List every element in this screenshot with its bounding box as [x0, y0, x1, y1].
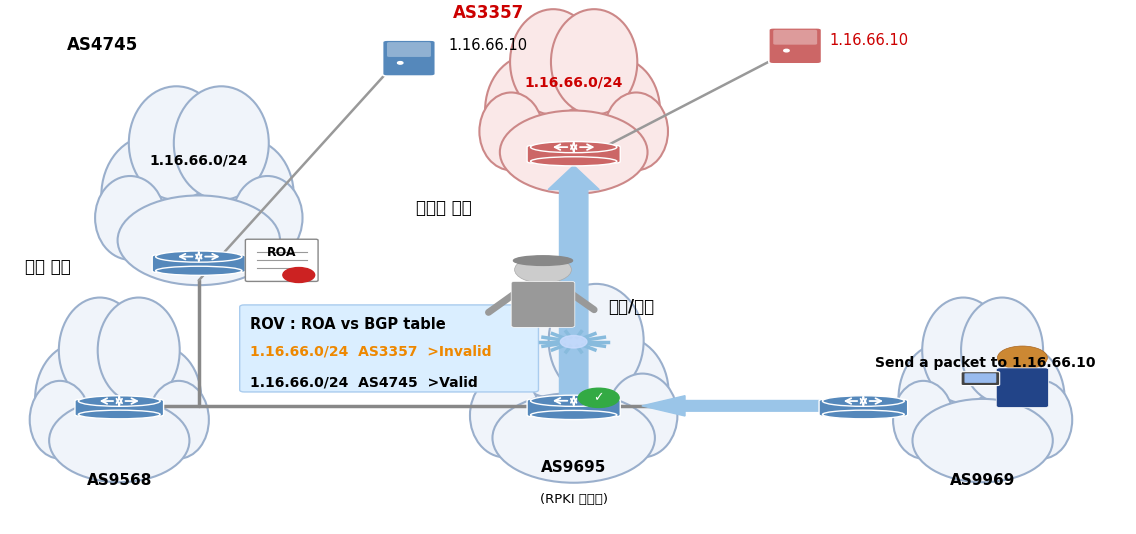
Text: 정상 경로: 정상 경로	[25, 258, 70, 276]
Ellipse shape	[531, 395, 617, 406]
FancyBboxPatch shape	[769, 28, 821, 64]
Ellipse shape	[78, 410, 160, 419]
FancyBboxPatch shape	[996, 368, 1049, 407]
FancyBboxPatch shape	[527, 399, 620, 417]
FancyBboxPatch shape	[75, 399, 164, 416]
Ellipse shape	[485, 55, 576, 166]
Circle shape	[283, 268, 315, 282]
Ellipse shape	[98, 297, 179, 403]
FancyBboxPatch shape	[774, 30, 817, 45]
FancyBboxPatch shape	[511, 281, 575, 327]
Ellipse shape	[30, 381, 90, 459]
Text: (RPKI 라우터): (RPKI 라우터)	[540, 493, 608, 506]
Text: AS3357: AS3357	[453, 4, 524, 22]
Circle shape	[560, 335, 587, 348]
Ellipse shape	[513, 256, 573, 265]
Text: ROA: ROA	[267, 246, 296, 258]
Ellipse shape	[822, 396, 904, 406]
Ellipse shape	[549, 284, 644, 397]
Ellipse shape	[149, 381, 209, 459]
Ellipse shape	[174, 87, 269, 200]
Text: ✓: ✓	[593, 391, 604, 404]
Ellipse shape	[922, 297, 1004, 403]
Ellipse shape	[531, 411, 617, 420]
Ellipse shape	[1012, 381, 1072, 459]
Ellipse shape	[119, 346, 201, 452]
FancyBboxPatch shape	[961, 372, 1000, 386]
Text: AS9695: AS9695	[541, 460, 607, 475]
Ellipse shape	[49, 399, 190, 482]
Ellipse shape	[59, 297, 141, 403]
Ellipse shape	[156, 266, 242, 276]
FancyArrow shape	[549, 166, 600, 406]
Text: 1.16.66.10: 1.16.66.10	[829, 33, 909, 48]
Text: AS9969: AS9969	[950, 473, 1016, 488]
Ellipse shape	[511, 16, 636, 169]
FancyBboxPatch shape	[964, 373, 996, 383]
Ellipse shape	[924, 304, 1042, 457]
Text: 1.16.66.0/24  AS4745  >Valid: 1.16.66.0/24 AS4745 >Valid	[250, 375, 477, 389]
Ellipse shape	[78, 396, 160, 406]
Ellipse shape	[893, 381, 953, 459]
Text: 비정상 경로: 비정상 경로	[416, 199, 471, 217]
FancyBboxPatch shape	[240, 305, 538, 392]
Ellipse shape	[504, 292, 642, 456]
Ellipse shape	[574, 58, 660, 163]
Ellipse shape	[503, 284, 599, 397]
Ellipse shape	[510, 9, 596, 115]
Text: ROV : ROA vs BGP table: ROV : ROA vs BGP table	[250, 317, 445, 332]
Ellipse shape	[604, 92, 668, 170]
FancyBboxPatch shape	[819, 399, 908, 416]
Ellipse shape	[961, 297, 1043, 403]
Ellipse shape	[128, 87, 224, 200]
Ellipse shape	[476, 333, 576, 453]
Text: 탐지/차단: 탐지/차단	[608, 298, 654, 316]
Ellipse shape	[551, 9, 637, 115]
Text: AS4745: AS4745	[67, 36, 137, 54]
FancyBboxPatch shape	[245, 239, 318, 281]
Ellipse shape	[479, 92, 543, 170]
Ellipse shape	[608, 374, 677, 457]
Ellipse shape	[60, 304, 178, 457]
Ellipse shape	[912, 399, 1053, 482]
Circle shape	[997, 346, 1047, 370]
Text: 1.16.66.0/24  AS3357  >Invalid: 1.16.66.0/24 AS3357 >Invalid	[250, 344, 492, 358]
Circle shape	[578, 388, 619, 407]
FancyArrow shape	[642, 396, 863, 416]
Text: 1.16.66.0/24: 1.16.66.0/24	[525, 76, 623, 90]
Ellipse shape	[101, 136, 201, 255]
Circle shape	[398, 61, 403, 64]
FancyBboxPatch shape	[387, 42, 431, 57]
Text: AS9568: AS9568	[86, 473, 152, 488]
Ellipse shape	[470, 374, 540, 457]
Ellipse shape	[233, 176, 302, 260]
Ellipse shape	[130, 94, 268, 258]
Ellipse shape	[531, 142, 617, 153]
Ellipse shape	[199, 139, 294, 252]
Ellipse shape	[574, 336, 669, 450]
FancyBboxPatch shape	[152, 255, 245, 272]
Ellipse shape	[493, 393, 654, 483]
Ellipse shape	[983, 346, 1064, 452]
FancyBboxPatch shape	[383, 40, 435, 76]
FancyBboxPatch shape	[527, 145, 620, 163]
Ellipse shape	[95, 176, 165, 260]
Circle shape	[515, 256, 571, 283]
Ellipse shape	[35, 343, 122, 454]
Text: 1.16.66.10: 1.16.66.10	[449, 38, 528, 53]
Ellipse shape	[822, 410, 904, 419]
Ellipse shape	[531, 157, 617, 166]
Ellipse shape	[899, 343, 985, 454]
Text: Send a packet to 1.16.66.10: Send a packet to 1.16.66.10	[875, 356, 1095, 370]
Text: 1.16.66.0/24: 1.16.66.0/24	[150, 153, 248, 167]
Ellipse shape	[500, 111, 648, 194]
Ellipse shape	[156, 251, 242, 262]
Ellipse shape	[117, 195, 279, 285]
Circle shape	[784, 49, 790, 52]
